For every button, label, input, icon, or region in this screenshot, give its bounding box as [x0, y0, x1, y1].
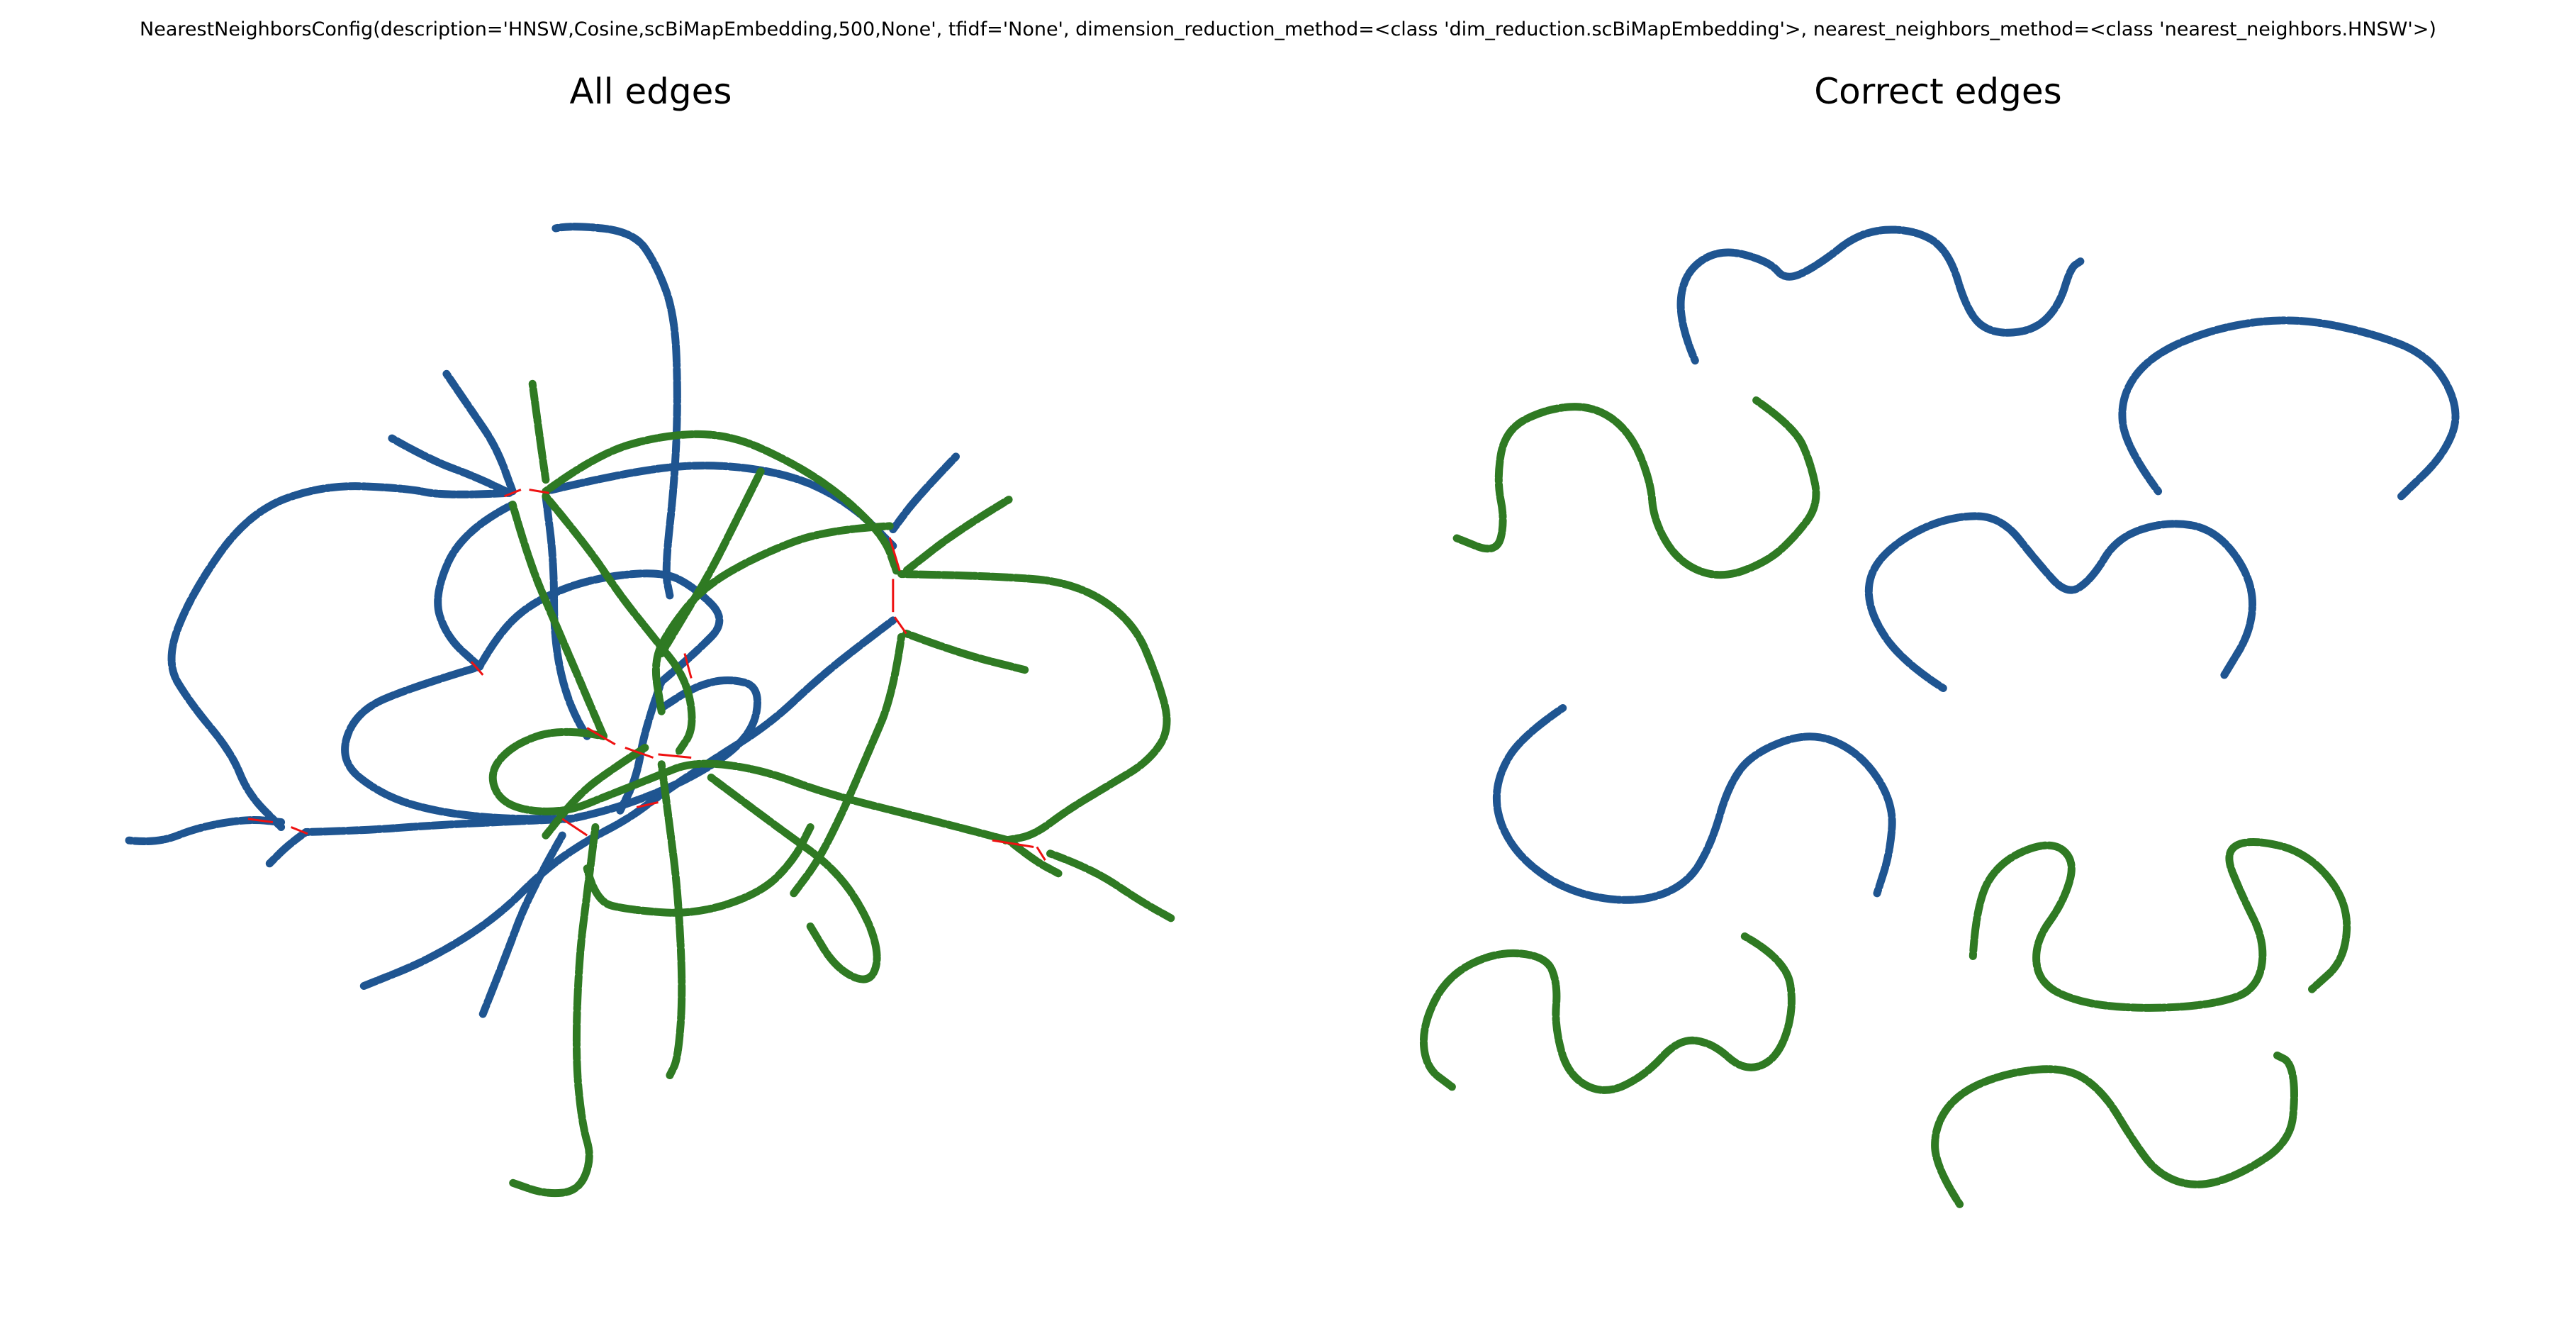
left-green-strand-11-nodes	[791, 635, 904, 896]
all-edges-panel	[125, 223, 1175, 1198]
left-blue-strand-8-nodes	[435, 502, 515, 669]
left-blue-strand-1	[551, 223, 681, 600]
left-green-strand-15	[508, 823, 600, 1198]
left-blue-strand-17-nodes	[543, 494, 590, 739]
left-blue-strand-5-nodes	[127, 818, 284, 844]
left-blue-strand-10-nodes	[477, 571, 722, 684]
wrong-edge-9	[683, 653, 693, 679]
left-blue-strand-2-nodes	[444, 372, 515, 494]
left-green-strand-5-nodes	[904, 497, 1012, 573]
right-blue-strand-4-nodes	[1494, 706, 1895, 903]
left-blue-strand-4	[167, 482, 514, 831]
right-green-strand-4	[1931, 1052, 2298, 1208]
left-green-strand-7-nodes	[659, 469, 763, 656]
wrong-edge-11	[561, 818, 588, 837]
left-blue-strand-5	[125, 816, 286, 845]
right-blue-strand-2-nodes	[2119, 318, 2458, 498]
left-green-strand-8-nodes	[510, 502, 606, 739]
left-green-strand-4-nodes	[904, 631, 1028, 672]
left-blue-strand-11	[341, 662, 575, 823]
left-green-strand-3-nodes	[899, 572, 1169, 843]
left-green-strand-6	[651, 522, 894, 715]
left-green-strand-14	[583, 823, 814, 917]
wrong-edge-3	[888, 537, 901, 572]
wrong-edge-13	[291, 826, 308, 835]
left-blue-strand-3-nodes	[389, 436, 512, 496]
left-green-strand-13-nodes	[659, 762, 684, 1078]
left-green-strand-16	[707, 774, 881, 983]
right-green-strand-1-nodes	[1453, 398, 1818, 577]
left-green-strand-2-nodes	[543, 432, 899, 573]
left-blue-strand-13-nodes	[890, 454, 958, 532]
right-blue-strand-3	[1864, 512, 2256, 692]
left-green-strand-12-nodes	[491, 730, 1012, 843]
left-blue-strand-1-nodes	[553, 224, 680, 598]
wrong-edge-6	[586, 727, 616, 746]
left-green-strand-16-nodes	[709, 775, 880, 982]
right-green-strand-1	[1451, 396, 1820, 579]
wrong-edge-7	[625, 747, 654, 759]
right-blue-strand-1	[1676, 225, 2085, 365]
panel-title-correct-edges: Correct edges	[1814, 71, 2062, 112]
left-green-strand-1-nodes	[530, 381, 548, 482]
wrong-edge-1	[504, 489, 522, 498]
left-blue-strand-6-nodes	[267, 830, 308, 866]
wrong-edge-5	[893, 616, 907, 635]
panel-title-all-edges: All edges	[569, 71, 732, 112]
right-blue-strand-1-nodes	[1679, 227, 2083, 363]
left-blue-strand-12-nodes	[568, 678, 760, 821]
correct-edges-panel	[1419, 225, 2460, 1208]
wrong-edge-8	[658, 753, 692, 759]
left-blue-strand-11-nodes	[342, 664, 573, 821]
right-blue-strand-3-nodes	[1866, 513, 2255, 691]
right-green-strand-3-nodes	[1421, 934, 1794, 1093]
wrong-edge-2	[529, 489, 549, 494]
right-green-strand-2-nodes	[1971, 840, 2349, 1010]
left-green-strand-15-nodes	[510, 825, 598, 1195]
wrong-edge-15	[1036, 846, 1046, 861]
right-green-strand-4-nodes	[1932, 1053, 2297, 1207]
wrong-edge-14	[992, 839, 1034, 848]
left-green-strand-14-nodes	[585, 825, 813, 915]
wrong-edge-16	[470, 661, 484, 676]
figure-suptitle: NearestNeighborsConfig(description='HNSW…	[140, 18, 2436, 40]
left-blue-strand-15-nodes	[481, 833, 565, 1017]
left-green-strand-9-nodes	[543, 494, 694, 755]
left-green-strand-17-nodes	[1048, 851, 1173, 920]
wrong-edge-10	[636, 801, 659, 808]
left-blue-strand-7-nodes	[303, 816, 573, 835]
right-green-strand-2	[1969, 838, 2351, 1012]
left-green-strand-3	[897, 570, 1171, 845]
wrong-edge-12	[247, 818, 274, 823]
left-blue-strand-4-nodes	[169, 484, 512, 830]
